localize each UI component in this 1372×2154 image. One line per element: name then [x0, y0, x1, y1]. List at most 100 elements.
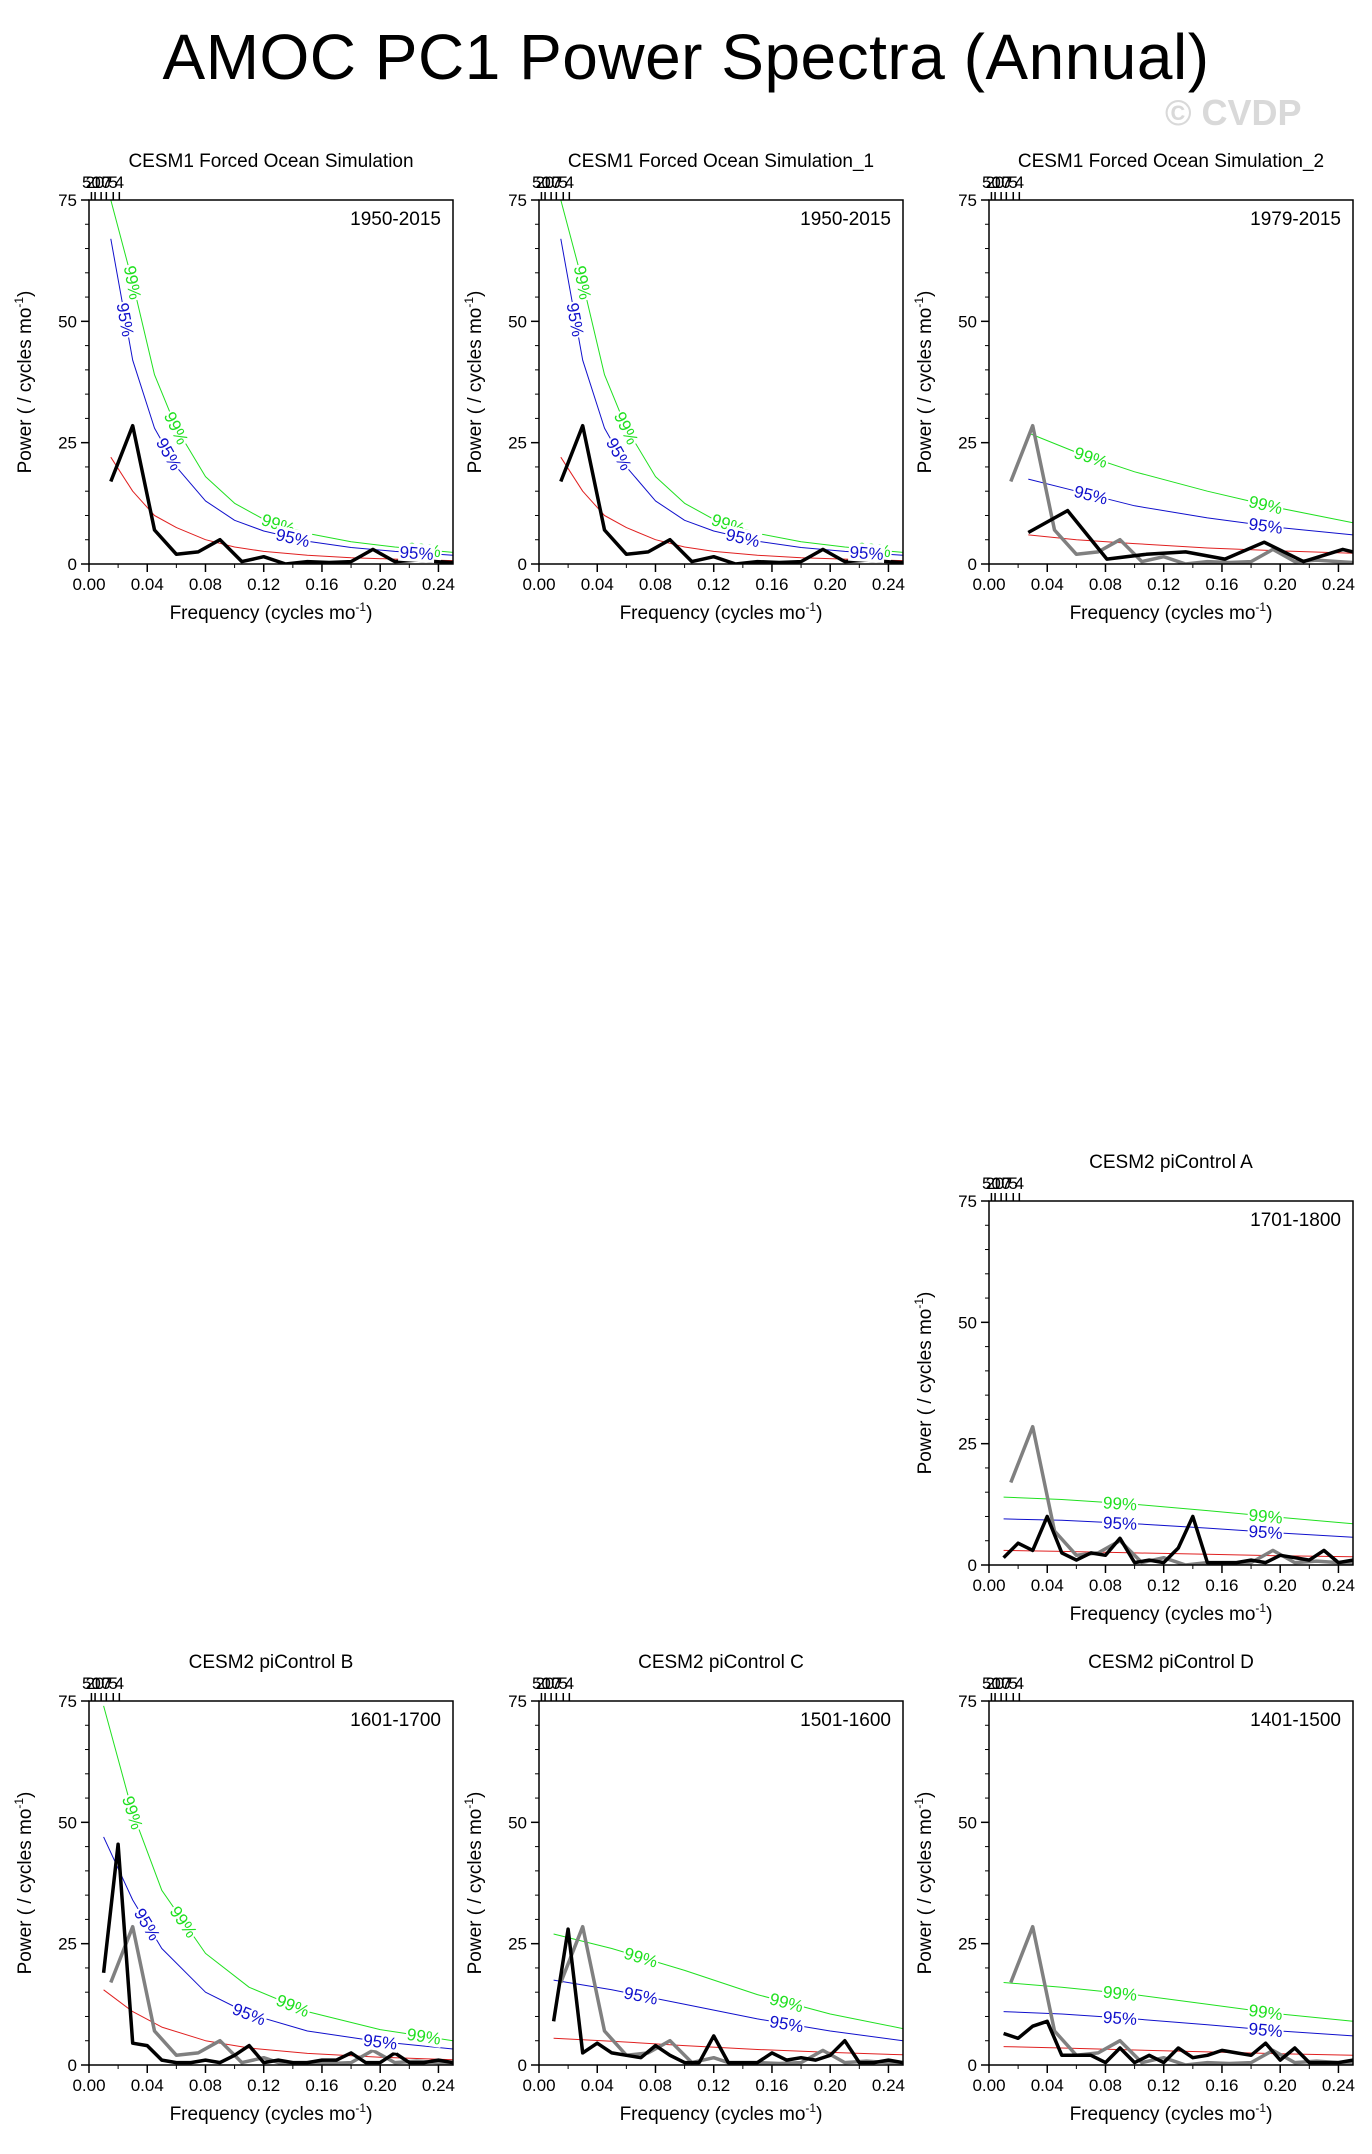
y-tick-label: 0	[68, 555, 77, 574]
x-tick-label: 0.08	[189, 2076, 222, 2095]
ci-label-bg	[361, 2030, 400, 2053]
ci99-label: 99%	[406, 2025, 443, 2049]
y-axis-label: Power ( / cycles mo-1)	[12, 1792, 36, 1975]
page-title: AMOC PC1 Power Spectra (Annual)	[162, 21, 1210, 93]
top-tick-label: 20	[86, 173, 105, 192]
ci-label-bg	[1070, 443, 1111, 472]
y-axis-label: Power ( / cycles mo-1)	[912, 1292, 936, 1475]
ci99-label: 99%	[1102, 1983, 1138, 2005]
top-tick-label: 10	[542, 173, 561, 192]
top-tick-label: 50	[532, 173, 551, 192]
x-tick-label: 0.24	[422, 575, 455, 594]
top-tick-label: 5	[109, 1674, 118, 1693]
ci-label-bg	[165, 1901, 202, 1942]
x-axis-label: Frequency (cycles mo-1)	[1070, 1601, 1273, 1625]
top-tick-label: 10	[92, 1674, 111, 1693]
spectrum-line	[551, 1927, 903, 2065]
ci95-label: 95%	[1248, 2019, 1284, 2041]
y-tick-label: 75	[58, 191, 77, 210]
x-tick-label: 0.24	[1322, 575, 1355, 594]
red-noise-line	[560, 456, 903, 562]
ci95-label: 95%	[274, 525, 311, 551]
ci-label-bg	[1246, 2019, 1285, 2041]
top-tick-label: 7	[552, 1674, 561, 1693]
ci-label-bg	[848, 542, 886, 564]
x-tick-label: 0.16	[1205, 2076, 1238, 2095]
x-tick-label: 0.16	[305, 2076, 338, 2095]
y-tick-label: 50	[958, 1813, 977, 1832]
ci-label-bg	[1101, 2007, 1139, 2029]
red-noise-line	[1028, 534, 1353, 554]
period-label: 1950-2015	[800, 209, 891, 230]
top-tick-label: 4	[115, 173, 124, 192]
y-tick-label: 0	[968, 555, 977, 574]
ci95-line	[110, 238, 453, 556]
obs-line	[559, 1924, 903, 2065]
ci-label-bg	[1246, 1505, 1285, 1527]
top-tick-label: 10	[992, 1674, 1011, 1693]
ci-label-bg	[130, 1904, 165, 1945]
x-tick-label: 0.24	[1322, 2076, 1355, 2095]
y-tick-label: 25	[958, 434, 977, 453]
ci-label-bg	[1247, 1521, 1285, 1543]
top-tick-label: 4	[115, 1674, 124, 1693]
obs-line	[1009, 1424, 1353, 1565]
obs-line	[109, 1924, 453, 2065]
ci-label-bg	[404, 2024, 444, 2048]
x-tick-label: 0.08	[1089, 1576, 1122, 1595]
y-tick-label: 0	[968, 2056, 977, 2075]
ci95-label: 95%	[622, 1983, 659, 2008]
plot-frame	[538, 1700, 904, 2066]
x-tick-label: 0.12	[247, 2076, 280, 2095]
x-tick-label: 0.08	[1089, 575, 1122, 594]
top-tick-label: 10	[92, 173, 111, 192]
ci-label-bg	[273, 524, 313, 551]
ci99-line	[1003, 1982, 1353, 2022]
ci95-line	[560, 238, 903, 556]
spectrum-panel: 99%99%99%99%95%95%95%0.00 0.04 0.08 0.12 0.1…	[12, 1652, 455, 2125]
ci-label-bg	[118, 1792, 147, 1833]
ci-label-bg	[610, 407, 643, 449]
ci95-line	[103, 1836, 453, 2050]
top-tick-label: 20	[986, 173, 1005, 192]
ci-label-bg	[1101, 1513, 1139, 1533]
x-tick-label: 0.24	[872, 575, 905, 594]
top-tick-label: 5	[559, 1674, 568, 1693]
ci95-label: 95%	[1072, 482, 1110, 509]
top-tick-label: 7	[1002, 1674, 1011, 1693]
ci-label-bg	[152, 433, 186, 475]
top-tick-label: 5	[1009, 1674, 1018, 1693]
x-tick-label: 0.00	[72, 2076, 105, 2095]
y-tick-label: 25	[58, 1935, 77, 1954]
y-tick-label: 50	[958, 1313, 977, 1332]
spectrum-line	[101, 1842, 453, 2065]
ci-label-bg	[563, 300, 588, 340]
ci95-label: 95%	[399, 543, 434, 564]
x-tick-label: 0.12	[1147, 1576, 1180, 1595]
x-tick-label: 0.20	[1264, 575, 1297, 594]
ci95-label: 95%	[113, 301, 138, 338]
x-tick-label: 0.12	[697, 2076, 730, 2095]
top-tick-label: 4	[565, 1674, 574, 1693]
red-noise-line	[110, 456, 453, 562]
top-tick-label: 10	[542, 1674, 561, 1693]
ci99-line	[560, 200, 903, 553]
spectrum-panel: 99%99%99%99%95%95%95%95%0.000.040.080.12…	[12, 151, 455, 624]
y-tick-label: 0	[518, 555, 527, 574]
top-tick-label: 5	[559, 173, 568, 192]
top-tick-label: 7	[102, 1674, 111, 1693]
y-axis-label: Power ( / cycles mo-1)	[912, 291, 936, 474]
ci99-label: 99%	[166, 1903, 201, 1942]
period-label: 1701-1800	[1250, 1210, 1341, 1231]
ci-label-bg	[1246, 491, 1286, 518]
y-tick-label: 50	[58, 312, 77, 331]
period-label: 1401-1500	[1250, 1710, 1341, 1731]
x-tick-label: 0.08	[1089, 2076, 1122, 2095]
ci95-label: 95%	[230, 1999, 269, 2029]
ci99-label: 99%	[1247, 2001, 1283, 2024]
y-tick-label: 75	[958, 1692, 977, 1711]
ci95-label: 95%	[849, 543, 884, 564]
y-tick-label: 25	[958, 1935, 977, 1954]
x-tick-label: 0.04	[131, 2076, 164, 2095]
